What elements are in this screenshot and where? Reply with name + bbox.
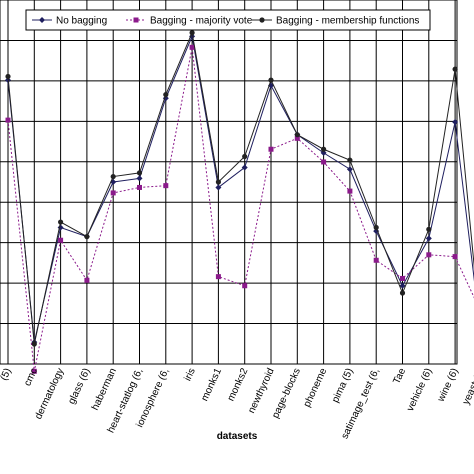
- data-point: [163, 183, 169, 189]
- data-point: [31, 341, 37, 347]
- grid: [0, 0, 457, 364]
- data-point: [5, 117, 11, 123]
- legend-marker: [259, 17, 265, 23]
- data-point: [215, 184, 222, 191]
- data-point: [346, 166, 353, 173]
- data-point: [84, 234, 90, 240]
- data-point: [58, 219, 64, 225]
- data-point: [321, 159, 327, 165]
- data-point: [58, 237, 64, 243]
- plot-frame: [0, 0, 458, 365]
- legend-item: Bagging - majority vote: [126, 16, 253, 27]
- data-point: [242, 283, 248, 289]
- data-point: [163, 92, 169, 98]
- data-point: [189, 44, 195, 50]
- legend-marker: [39, 17, 45, 23]
- data-point: [215, 179, 221, 185]
- series-layer: [5, 30, 474, 374]
- data-point: [347, 188, 353, 194]
- legend-label: Bagging - majority vote: [150, 16, 253, 27]
- data-point: [110, 173, 116, 180]
- x-tick-label: iris: [182, 367, 197, 383]
- data-point: [452, 66, 458, 72]
- data-point: [321, 146, 327, 152]
- data-point: [400, 275, 405, 281]
- data-point: [373, 228, 380, 235]
- legend-item: Bagging - membership functions: [252, 16, 419, 27]
- data-point: [268, 77, 274, 83]
- legend-label: No bagging: [56, 16, 107, 27]
- data-point: [373, 224, 379, 231]
- legend-item: No bagging: [32, 16, 107, 27]
- data-point: [294, 132, 300, 138]
- data-point: [137, 184, 142, 190]
- data-point: [84, 277, 90, 283]
- data-point: [189, 30, 195, 36]
- x-axis-title: datasets: [217, 431, 258, 442]
- legend-box: [25, 9, 431, 31]
- data-point: [268, 146, 274, 152]
- data-point: [320, 149, 327, 156]
- series-2: [5, 44, 474, 374]
- legend-marker: [133, 17, 139, 23]
- data-point: [452, 118, 459, 125]
- series-3: [5, 30, 474, 347]
- data-point: [426, 226, 432, 232]
- data-point: [215, 274, 221, 280]
- data-point: [426, 252, 432, 258]
- data-point: [373, 257, 379, 263]
- data-point: [136, 175, 143, 182]
- data-point: [399, 290, 406, 296]
- data-point: [136, 170, 143, 176]
- data-point: [241, 164, 248, 171]
- data-point: [294, 135, 300, 141]
- data-point: [425, 235, 432, 242]
- legend-label: Bagging - membership functions: [276, 16, 419, 27]
- data-point: [399, 282, 406, 289]
- data-point: [347, 157, 353, 163]
- data-point: [31, 368, 37, 374]
- data-point: [189, 33, 196, 40]
- data-point: [452, 254, 458, 260]
- data-point: [5, 73, 11, 80]
- legend: No bagging Bagging - majority vote Bagging…: [25, 9, 431, 31]
- data-point: [110, 190, 116, 196]
- x-tick-label: (5): [0, 367, 14, 383]
- data-point: [242, 153, 248, 160]
